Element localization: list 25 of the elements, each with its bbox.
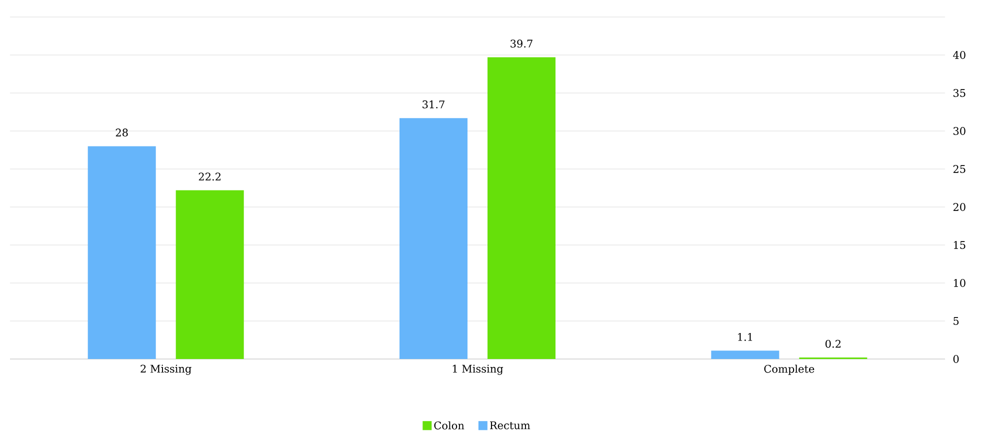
y-tick-label: 10 [954,279,966,287]
data-label: 22.2 [198,172,220,181]
y-tick-label: 5 [954,317,959,325]
data-label: 39.7 [510,40,532,48]
x-tick-label: Complete [764,364,814,375]
data-label: 28 [116,128,128,137]
data-label: 31.7 [422,100,444,108]
x-tick-label: 1 Missing [452,364,504,375]
y-tick-label: 0 [953,355,959,363]
bar [400,118,468,359]
data-label: 1.1 [738,332,752,341]
bar [711,350,780,359]
x-tick-label: 2 Missing [140,364,192,375]
bar [176,190,244,359]
bar [488,57,556,359]
y-tick-label: 30 [954,127,966,135]
bar [88,146,156,359]
legend-label: Rectum [490,421,530,430]
y-tick-label: 20 [953,203,966,211]
y-tick-label: 40 [953,51,966,59]
y-tick-label: 35 [954,89,966,97]
data-label: 0.2 [826,340,840,348]
y-tick-label: 15 [954,241,966,249]
legend-label: Colon [434,421,464,430]
y-tick-label: 25 [953,165,966,173]
